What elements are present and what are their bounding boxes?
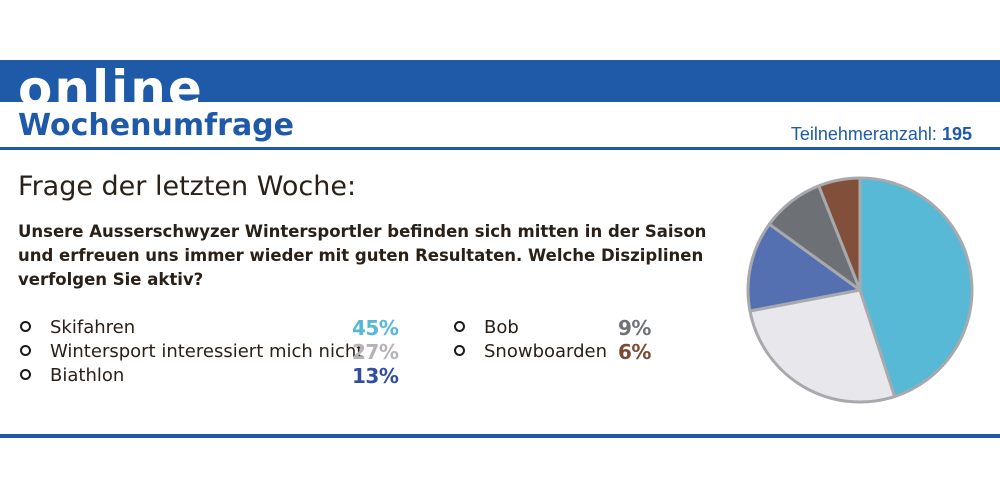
option-label: Biathlon (50, 365, 125, 386)
online-banner: online (0, 60, 1000, 102)
option-snowboarden[interactable]: Snowboarden 6% (454, 340, 664, 364)
pie-chart (746, 176, 974, 404)
option-wintersport-nicht[interactable]: Wintersport interessiert mich nicht 27% (20, 340, 410, 364)
participants-count: Teilnehmeranzahl: 195 (791, 124, 972, 145)
pie-slice-skifahren (858, 176, 974, 399)
radio-icon[interactable] (20, 321, 31, 332)
radio-icon[interactable] (454, 345, 465, 356)
participants-number: 195 (941, 124, 972, 144)
option-bob[interactable]: Bob 9% (454, 316, 664, 340)
radio-icon[interactable] (20, 345, 31, 356)
pie-slice-biathlon (746, 222, 862, 313)
option-percent: 13% (352, 364, 399, 388)
question-heading: Frage der letzten Woche: (18, 171, 357, 202)
option-label: Snowboarden (484, 341, 608, 362)
option-percent: 6% (618, 340, 651, 364)
question-text: Unsere Ausserschwyzer Wintersportler bef… (18, 222, 707, 289)
radio-icon[interactable] (454, 321, 465, 332)
option-label: Bob (484, 317, 519, 338)
title-row: Wochenumfrage Teilnehmeranzahl: 195 (0, 102, 1000, 150)
option-percent: 45% (352, 316, 399, 340)
option-label: Wintersport interessiert mich nicht (50, 341, 364, 362)
option-label: Skifahren (50, 317, 136, 338)
pie-slice-snowboarden (817, 176, 862, 292)
bottom-divider (0, 434, 1000, 438)
participants-label: Teilnehmeranzahl: (790, 124, 937, 144)
option-percent: 9% (618, 316, 651, 340)
option-skifahren[interactable]: Skifahren 45% (20, 316, 410, 340)
option-percent: 27% (352, 340, 399, 364)
pie-slice-wintersport-interessiert-mich-nicht (748, 288, 897, 404)
banner-word: online (18, 60, 204, 102)
page-title: Wochenumfrage (18, 108, 295, 143)
option-biathlon[interactable]: Biathlon 13% (20, 364, 410, 388)
radio-icon[interactable] (20, 369, 31, 380)
